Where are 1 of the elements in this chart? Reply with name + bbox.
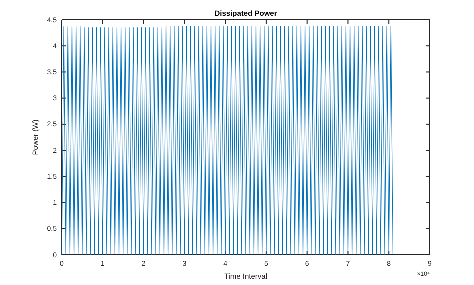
line-series <box>62 26 394 256</box>
